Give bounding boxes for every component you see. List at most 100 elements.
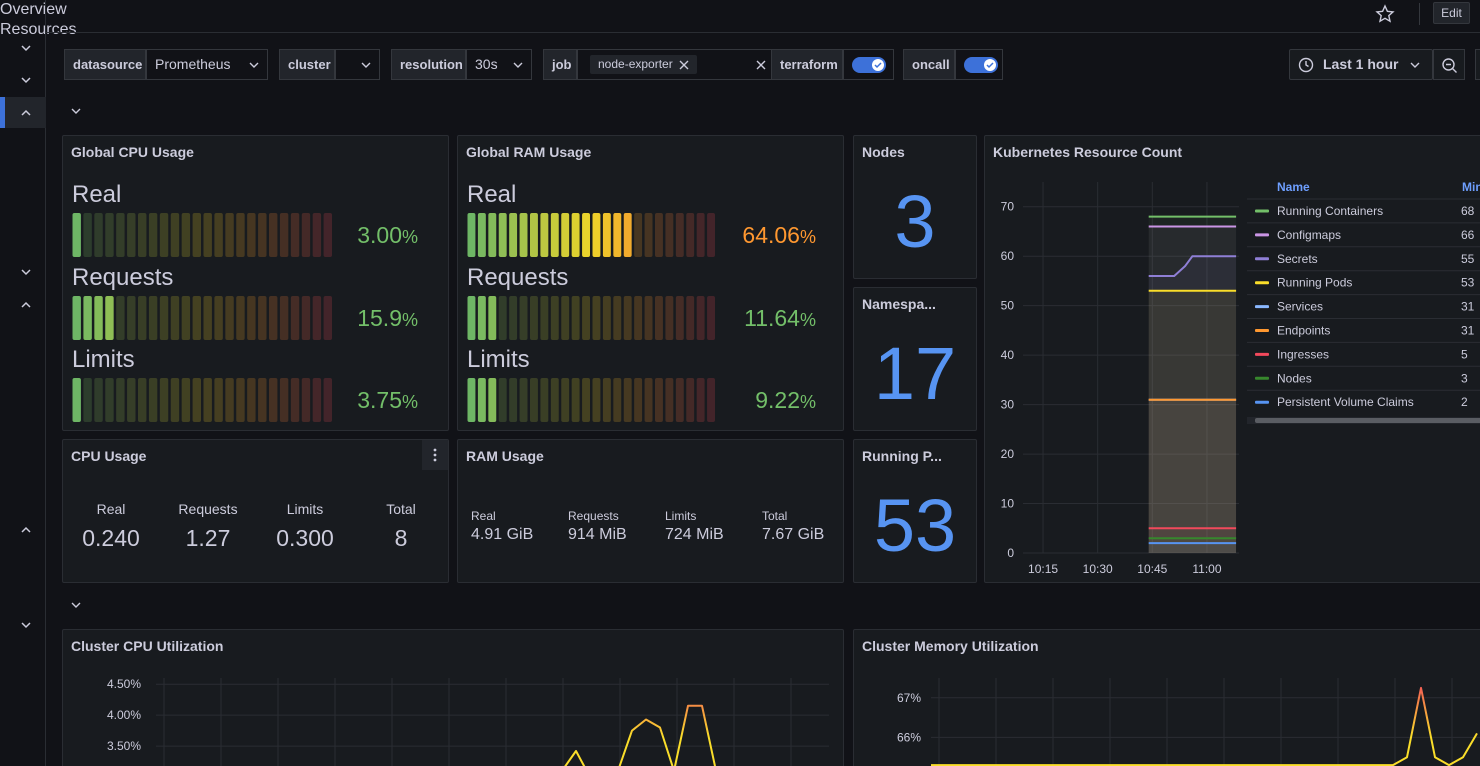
gauge-cell [592, 378, 601, 422]
gauge-cell [467, 295, 476, 340]
dot [433, 458, 437, 462]
gauge-cell [323, 213, 332, 257]
gauge-cell [159, 378, 169, 422]
gauge-cell [644, 295, 653, 340]
variable-value[interactable] [843, 49, 894, 80]
gauge-value-number: 3.75 [357, 387, 402, 413]
field-name: Real [471, 509, 496, 523]
clock-icon [1298, 57, 1314, 73]
chevron-down [513, 62, 523, 68]
edit-button[interactable]: Edit [1433, 2, 1470, 24]
legend-name: Running Containers [1277, 204, 1383, 218]
gauge-cell [582, 378, 590, 422]
variable-value[interactable]: Prometheus [146, 49, 268, 80]
zoom-out-button[interactable] [1433, 49, 1465, 80]
gauge-cell [148, 378, 158, 422]
gauge-cell [83, 295, 92, 340]
zoom-icon [1442, 58, 1457, 73]
star-icon[interactable] [1375, 4, 1395, 24]
chevron-up[interactable] [21, 526, 31, 533]
chip[interactable]: node-exporter [590, 55, 697, 74]
gauge-cell [602, 378, 611, 422]
legend-min: 5 [1461, 347, 1468, 361]
chevron-up[interactable] [21, 301, 31, 308]
gauge-cell [634, 378, 643, 422]
gauge-cell [602, 295, 611, 340]
panel-title: Kubernetes Resource Count [993, 144, 1183, 160]
gauge-cell [279, 213, 289, 257]
gauge-cell [127, 295, 136, 340]
x-tick-label: 11:00 [1192, 562, 1221, 576]
panel-title: Running P... [862, 448, 942, 464]
field-value: 724 MiB [665, 526, 724, 543]
chevron-down[interactable] [21, 77, 31, 84]
gauge-cell [477, 213, 486, 257]
chevron-down[interactable] [21, 622, 31, 629]
gauge-cell [116, 213, 125, 257]
gauge-cell [530, 378, 538, 422]
variable-value[interactable] [335, 49, 380, 80]
gauge-cell [665, 295, 674, 340]
gauge-name: Limits [467, 346, 530, 373]
chevron [71, 108, 81, 114]
gauge-bar [467, 213, 715, 257]
legend-min: 53 [1461, 276, 1475, 290]
legend-min: 3 [1461, 371, 1468, 385]
gauge-cell [550, 378, 559, 422]
stat-panel: CPU Usage Real 0.240 Requests 1.27 Limits 0.30… [62, 439, 449, 583]
gauge-cell [675, 295, 684, 340]
gauge-cell [488, 378, 497, 422]
legend-swatch [1255, 400, 1269, 404]
gauge-cells [72, 378, 332, 422]
panel-menu[interactable] [422, 440, 448, 470]
gauge-cell [509, 378, 518, 422]
gauge-cell [312, 378, 322, 422]
gauge-cell [571, 378, 580, 422]
gauge-name: Limits [72, 346, 135, 373]
gauge-cell [530, 295, 538, 340]
chevron-down[interactable] [21, 269, 31, 276]
panel-title: Namespa... [862, 296, 936, 312]
gauge-cell [159, 213, 169, 257]
gauge-cell [105, 378, 114, 422]
chevron-up[interactable] [21, 109, 31, 116]
row-title: Overview [0, 1, 67, 18]
gauge-cell [269, 213, 278, 257]
gauge-value-number: 3.00 [357, 222, 402, 248]
y-tick-label: 70 [1001, 200, 1015, 214]
gauge-cell [582, 295, 590, 340]
gauge-cell [696, 213, 705, 257]
stat-panel: RAM Usage Real 4.91 GiB Requests 914 MiB Limi… [457, 439, 844, 583]
legend-swatch [1255, 352, 1269, 356]
time-range: Last 1 hour [1323, 56, 1399, 72]
gauge-cell [644, 213, 653, 257]
legend-min: 31 [1461, 300, 1475, 314]
gauge-cell [170, 213, 180, 257]
gauge-cell [236, 295, 245, 340]
legend-min: 66 [1461, 228, 1475, 242]
y-tick-label: 30 [1001, 398, 1015, 412]
variable-value[interactable]: node-exporter [577, 49, 794, 80]
gauge-cell [138, 295, 147, 340]
gauge-cell [613, 295, 622, 340]
field-value: 0.240 [82, 525, 140, 551]
gauge-cell [279, 378, 289, 422]
gauge-cell [488, 295, 497, 340]
field-name: Total [386, 501, 416, 517]
field-name: Requests [568, 509, 619, 523]
timeseries-panel: Cluster Memory Utilization 66% 67% [853, 629, 1480, 766]
gauge-cell [159, 295, 169, 340]
legend-name: Persistent Volume Claims [1277, 395, 1414, 409]
time-picker[interactable]: Last 1 hour [1289, 49, 1433, 80]
field-name: Real [96, 501, 126, 517]
variable-label: job [543, 49, 577, 80]
gauge-cell [540, 213, 549, 257]
variable-value[interactable] [955, 49, 1003, 80]
variable-value-text: 30s [475, 56, 498, 72]
variable-value[interactable]: 30s [466, 49, 532, 80]
chevron-down[interactable] [21, 45, 31, 52]
gauge-cell [214, 378, 223, 422]
gauge-cell [192, 295, 201, 340]
chevron [361, 62, 371, 68]
refresh-button[interactable] [1475, 49, 1480, 80]
